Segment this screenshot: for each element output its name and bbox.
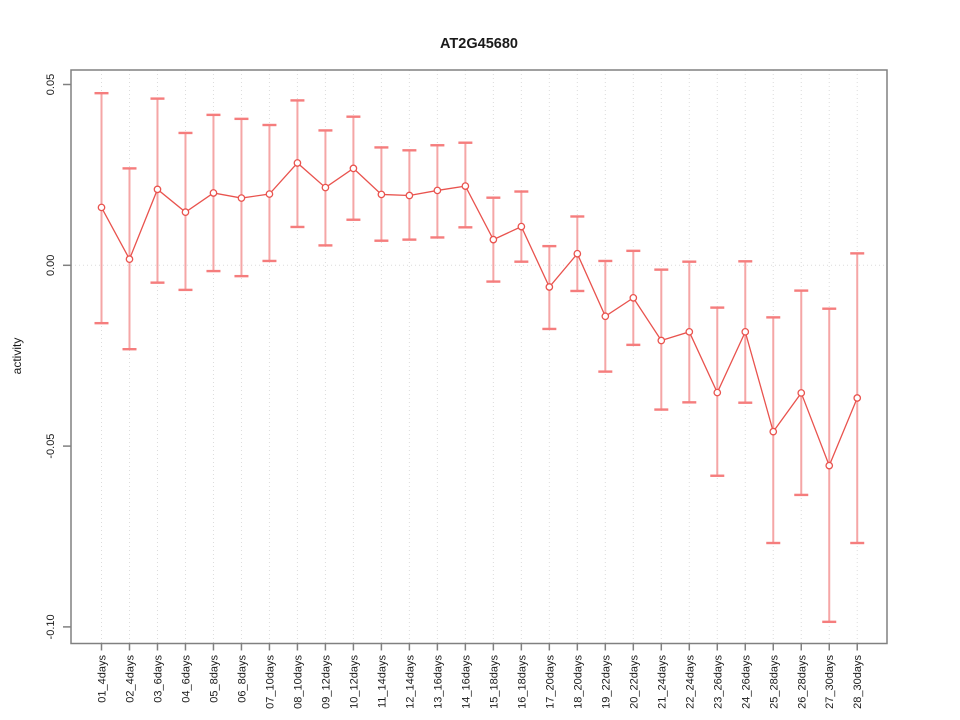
data-point <box>461 182 470 190</box>
data-point <box>517 222 526 231</box>
x-tick-label: 28_30days <box>852 655 864 709</box>
x-tick-label: 11_14days <box>376 655 388 709</box>
y-tick-label: -0.05 <box>45 434 57 459</box>
x-tick-label: 04_6days <box>180 655 192 703</box>
x-tick-label: 10_12days <box>348 655 360 709</box>
x-tick-label: 14_16days <box>460 655 472 709</box>
data-point <box>629 293 638 302</box>
data-point <box>853 394 862 402</box>
data-point <box>825 461 834 470</box>
x-tick-label: 01_4days <box>97 655 109 703</box>
error-bars <box>94 91 865 624</box>
gridlines <box>71 70 887 644</box>
x-tick-label: 22_24days <box>684 655 696 709</box>
tick-labels: 0.05 0.00 -0.05 -0.10 01_4days 02_4days 03_6da… <box>45 74 864 709</box>
data-point <box>153 185 162 194</box>
x-tick-label: 12_14days <box>404 655 416 709</box>
data-point <box>209 189 218 197</box>
y-axis-label: activity <box>10 338 24 375</box>
x-tick-label: 18_20days <box>572 655 584 709</box>
x-tick-label: 17_20days <box>544 655 556 709</box>
data-point <box>405 191 414 200</box>
x-tick-label: 07_10days <box>264 655 276 709</box>
x-tick-label: 23_26days <box>712 655 724 709</box>
x-tick-label: 03_6days <box>152 655 164 703</box>
data-point <box>489 235 498 244</box>
x-tick-label: 08_10days <box>292 655 304 709</box>
data-point <box>125 255 134 264</box>
x-tick-label: 06_8days <box>236 655 248 703</box>
data-point <box>97 203 106 212</box>
x-tick-label: 21_24days <box>656 655 668 709</box>
y-tick-label: 0.05 <box>45 74 57 95</box>
x-tick-label: 27_30days <box>824 655 836 709</box>
data-point <box>573 249 582 258</box>
axes <box>63 69 888 651</box>
data-point <box>433 186 442 195</box>
x-tick-label: 13_16days <box>432 655 444 709</box>
data-point <box>797 389 806 397</box>
data-point <box>769 427 778 436</box>
y-tick-label: 0.00 <box>45 255 57 276</box>
data-series <box>100 162 858 468</box>
data-point <box>181 208 190 216</box>
x-tick-label: 15_18days <box>488 655 500 709</box>
data-point <box>377 190 386 199</box>
data-point <box>321 183 330 192</box>
x-tick-label: 16_18days <box>516 655 528 709</box>
x-tick-label: 24_26days <box>740 655 752 709</box>
data-point <box>349 164 358 173</box>
y-tick-label: -0.10 <box>45 614 57 639</box>
x-tick-label: 02_4days <box>124 655 136 703</box>
x-tick-label: 09_12days <box>320 655 332 709</box>
data-point <box>545 283 554 291</box>
chart-title: AT2G45680 <box>440 36 518 52</box>
data-point <box>293 159 302 167</box>
x-tick-label: 26_28days <box>796 655 808 709</box>
data-point <box>741 327 750 336</box>
series-line <box>100 162 858 468</box>
data-point <box>601 312 610 321</box>
data-point <box>657 336 666 345</box>
data-points <box>97 159 862 470</box>
x-tick-label: 20_22days <box>628 655 640 709</box>
data-point <box>237 194 246 202</box>
data-point <box>265 190 274 198</box>
x-tick-label: 25_28days <box>768 655 780 709</box>
data-point <box>685 327 694 336</box>
data-point <box>713 388 722 397</box>
x-tick-label: 19_22days <box>600 655 612 709</box>
x-tick-label: 05_8days <box>208 655 220 703</box>
plot-border <box>70 69 888 645</box>
